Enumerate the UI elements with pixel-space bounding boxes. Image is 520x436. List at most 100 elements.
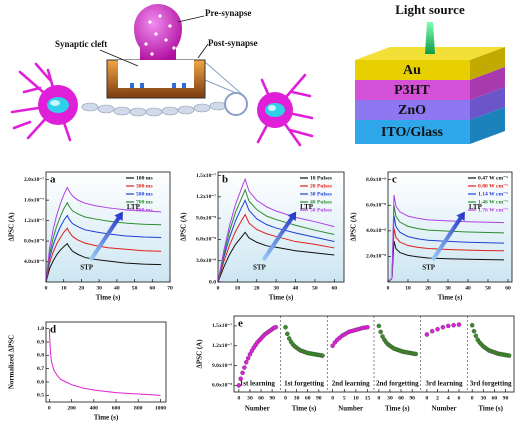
data-point <box>435 326 440 332</box>
x-tick-label: 50 <box>312 285 318 291</box>
x-tick-label: 60 <box>258 395 264 401</box>
neuron-illustration: Synaptic cleft Pre-synapse Post-synapse <box>10 4 314 147</box>
annotation: STP <box>253 264 267 272</box>
panel-label: d <box>50 324 56 336</box>
legend-label: 500 ms <box>136 191 153 197</box>
y-axis-label: ΔPSC (A) <box>180 212 188 242</box>
x-tick-label: 15 <box>365 395 371 401</box>
data-point <box>424 332 430 337</box>
x-tick-label: 60 <box>398 395 404 401</box>
x-tick-label: 200 <box>67 405 76 411</box>
series-line <box>217 213 335 283</box>
x-tick-label: 5 <box>343 395 346 401</box>
light-source-label: Light source <box>395 2 465 17</box>
x-tick-label: 0 <box>471 395 474 401</box>
y-tick-label: 9.0x10⁻⁸ <box>196 215 216 221</box>
y-axis-label: ΔPSC (A) <box>350 212 358 242</box>
trend-arrow <box>430 211 465 262</box>
x-axis-label: Time (s) <box>269 294 294 302</box>
trend-arrow <box>88 211 123 262</box>
panel-name: 3rd forgetting <box>470 380 512 388</box>
plot-frame <box>233 315 515 393</box>
x-tick-label: 60 <box>305 395 311 401</box>
y-tick-label: 1.6x10⁻⁷ <box>24 197 44 203</box>
panel-name: 2nd learning <box>332 380 370 388</box>
data-point <box>469 323 475 328</box>
data-point <box>440 324 446 330</box>
y-tick-label: 6.0x10⁻⁸ <box>212 383 232 389</box>
x-tick-label: 20 <box>254 285 260 291</box>
legend-label: 50 Pulses <box>310 207 333 213</box>
legend-label: 1.76 W cm⁻² <box>478 207 508 213</box>
y-tick-label: 0.7 <box>37 366 44 372</box>
data-point <box>451 323 456 328</box>
legend-label: 10 Pulses <box>310 175 333 181</box>
series-line <box>45 227 162 283</box>
y-tick-label: 1.2x10⁻⁷ <box>24 218 44 224</box>
x-tick-label: 90 <box>503 395 509 401</box>
x-tick-label: 6 <box>458 395 461 401</box>
y-tick-label: 0.8 <box>37 353 44 359</box>
x-tick-label: 0 <box>284 395 287 401</box>
legend-label: 30 Pulses <box>310 191 333 197</box>
x-tick-label: 0 <box>237 395 240 401</box>
data-point <box>330 343 335 348</box>
layer-label: P3HT <box>394 83 430 98</box>
series-line <box>48 328 161 396</box>
y-tick-label: 3.0x10⁻⁸ <box>196 258 216 264</box>
data-point <box>273 324 279 330</box>
series-line <box>45 214 162 283</box>
y-tick-label: 4.0x10⁻⁸ <box>366 228 386 234</box>
x-tick-label: 40 <box>465 285 471 291</box>
data-point <box>283 324 288 330</box>
y-tick-label: 4.0x10⁻⁸ <box>24 259 44 265</box>
x-tick-label: 30 <box>480 395 486 401</box>
annotation: LTP <box>300 203 314 211</box>
x-tick-label: 30 <box>273 285 279 291</box>
data-point <box>240 370 245 376</box>
x-tick-label: 0 <box>331 395 334 401</box>
y-tick-label: 6.0x10⁻⁸ <box>366 203 386 209</box>
plot-frame <box>45 171 171 283</box>
x-tick-label: 10 <box>353 395 359 401</box>
y-tick-label: 1.2x10⁻⁷ <box>212 343 232 349</box>
data-point <box>285 331 290 337</box>
x-tick-label: 0 <box>377 395 380 401</box>
data-point <box>242 365 247 370</box>
panel-name: 3rd learning <box>425 380 463 388</box>
series-line <box>45 242 162 283</box>
data-point <box>413 351 419 357</box>
x-tick-label: 1000 <box>155 405 166 411</box>
annotation: STP <box>422 264 436 272</box>
x-tick-label: 50 <box>132 285 138 291</box>
x-tick-label: 10 <box>405 285 411 291</box>
x-tick-label: 2 <box>436 395 439 401</box>
data-point <box>471 328 477 334</box>
x-tick-label: 30 <box>96 285 102 291</box>
plot-background <box>218 172 344 282</box>
y-tick-label: 0.5 <box>37 393 44 399</box>
y-tick-label: 2.0x10⁻⁷ <box>24 177 44 183</box>
y-tick-label: 0.6 <box>37 379 44 385</box>
legend-label: 1.46 W cm⁻² <box>478 199 508 205</box>
legend-label: 900 ms <box>136 207 153 213</box>
data-point <box>236 383 242 388</box>
series-line <box>45 186 162 283</box>
x-axis-label: Time (s) <box>478 405 503 413</box>
data-point <box>365 324 370 330</box>
x-axis-label: Time (s) <box>94 414 119 422</box>
x-tick-label: 60 <box>332 285 338 291</box>
y-axis-label: ΔPSC (A) <box>196 339 204 369</box>
x-tick-label: 90 <box>316 395 322 401</box>
data-point <box>429 328 435 334</box>
legend-label: 40 Pulses <box>310 199 333 205</box>
x-axis-label: Time (s) <box>292 405 317 413</box>
x-tick-label: 0 <box>387 285 390 291</box>
x-tick-label: 30 <box>294 395 300 401</box>
y-tick-label: 1.2x10⁻⁷ <box>196 194 216 200</box>
x-axis-label: Number <box>338 405 363 413</box>
y-tick-label: 0.9 <box>37 339 44 345</box>
x-tick-label: 400 <box>90 405 99 411</box>
layer-label: ITO/Glass <box>381 125 444 140</box>
